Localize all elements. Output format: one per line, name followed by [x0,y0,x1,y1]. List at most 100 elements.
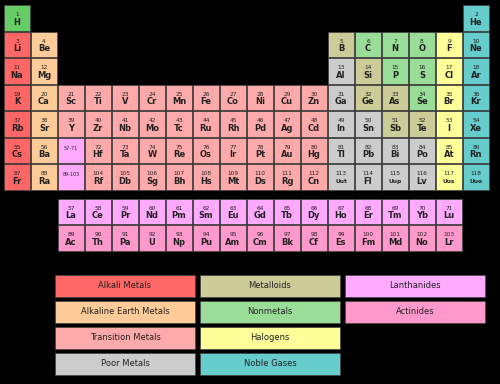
Bar [382,137,408,163]
Text: 1: 1 [15,12,19,17]
Text: 115: 115 [390,171,400,176]
Bar [328,111,354,136]
Text: Noble Gases: Noble Gases [244,359,296,369]
Text: 102: 102 [416,232,428,237]
Bar [139,199,165,224]
Bar [55,275,195,297]
Text: 7: 7 [393,39,397,44]
Text: Pd: Pd [254,124,266,133]
Text: Cf: Cf [309,238,319,247]
Text: 91: 91 [122,232,128,237]
Text: 53: 53 [446,118,453,123]
Bar [112,225,138,250]
Text: Sn: Sn [362,124,374,133]
Text: Cu: Cu [281,97,293,106]
Bar [463,84,489,110]
Text: 108: 108 [200,171,211,176]
Text: 24: 24 [148,92,156,97]
Text: 106: 106 [146,171,158,176]
Text: 101: 101 [390,232,400,237]
Bar [58,199,84,224]
Text: 25: 25 [176,92,183,97]
Bar [220,225,246,250]
Text: Ne: Ne [470,44,482,53]
Text: 89-103: 89-103 [62,172,80,177]
Text: Bi: Bi [390,151,400,159]
Text: Pr: Pr [120,211,130,220]
Bar [31,58,57,83]
Bar [436,137,462,163]
Text: 63: 63 [230,206,236,211]
Text: Zr: Zr [93,124,103,133]
Text: Te: Te [417,124,427,133]
Text: 98: 98 [310,232,318,237]
Text: 28: 28 [256,92,264,97]
Text: C: C [365,44,371,53]
Text: Poor Metals: Poor Metals [100,359,150,369]
Bar [31,164,57,189]
Bar [55,327,195,349]
Text: Ca: Ca [38,97,50,106]
Bar [301,164,327,189]
Text: 89: 89 [67,232,75,237]
Text: Fm: Fm [361,238,375,247]
Text: Alkaline Earth Metals: Alkaline Earth Metals [80,308,170,316]
Bar [139,84,165,110]
Text: 100: 100 [362,232,374,237]
Bar [301,84,327,110]
Text: 112: 112 [308,171,320,176]
Text: 12: 12 [40,65,48,70]
Bar [31,84,57,110]
Text: 83: 83 [391,145,399,150]
Bar [463,111,489,136]
Text: 65: 65 [284,206,290,211]
Text: P: P [392,71,398,80]
Text: Hf: Hf [92,151,104,159]
Text: 104: 104 [92,171,104,176]
Text: 57: 57 [67,206,75,211]
Bar [55,301,195,323]
Bar [328,225,354,250]
Bar [463,5,489,30]
Text: Lanthanides: Lanthanides [389,281,441,291]
Text: 37: 37 [13,118,21,123]
Text: Co: Co [227,97,239,106]
Bar [193,84,219,110]
Text: 97: 97 [283,232,291,237]
Text: 2: 2 [474,12,478,17]
Text: 49: 49 [337,118,345,123]
Text: K: K [14,97,20,106]
Text: 66: 66 [310,206,318,211]
Bar [247,84,273,110]
Bar [328,199,354,224]
Text: 80: 80 [310,145,318,150]
Text: Gd: Gd [254,211,266,220]
Text: 6: 6 [366,39,370,44]
Text: 90: 90 [94,232,102,237]
Bar [85,137,111,163]
Text: 64: 64 [256,206,264,211]
Text: No: No [416,238,428,247]
Text: 57-71: 57-71 [64,146,78,151]
Text: Rf: Rf [93,177,103,186]
Text: 70: 70 [418,206,426,211]
Text: 36: 36 [472,92,480,97]
Text: Pm: Pm [172,211,186,220]
Bar [463,137,489,163]
Bar [409,164,435,189]
Text: U: U [148,238,156,247]
Bar [382,164,408,189]
Text: 111: 111 [282,171,292,176]
Text: Ba: Ba [38,151,50,159]
Bar [193,137,219,163]
Text: Halogens: Halogens [250,333,290,343]
Text: Zn: Zn [308,97,320,106]
Bar [200,353,340,375]
Text: In: In [336,124,345,133]
Text: 114: 114 [362,171,374,176]
Text: Ni: Ni [255,97,265,106]
Bar [200,301,340,323]
Bar [463,164,489,189]
Text: I: I [448,124,450,133]
Bar [301,111,327,136]
